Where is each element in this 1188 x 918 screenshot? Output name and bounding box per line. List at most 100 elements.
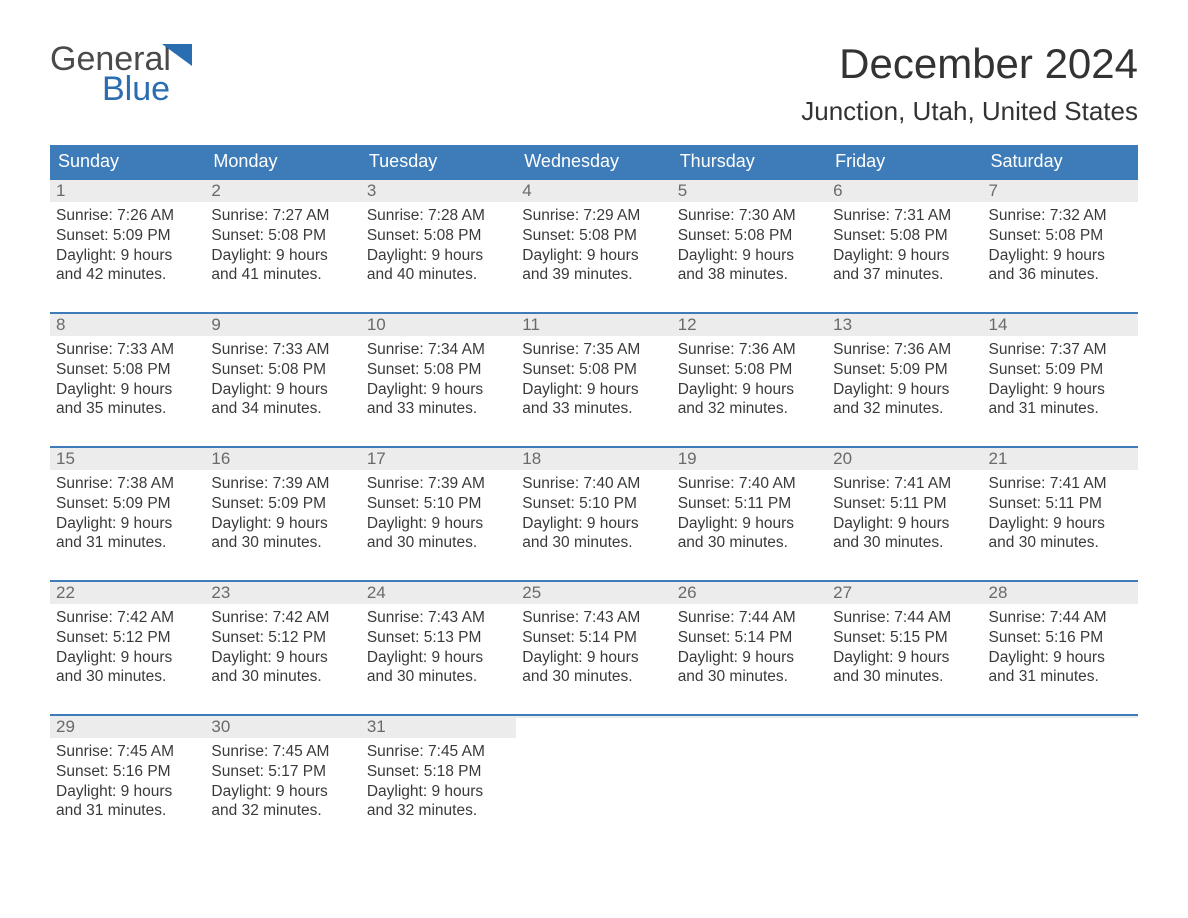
daylight-text-2: and 32 minutes.	[678, 399, 821, 419]
day-number: 20	[833, 449, 852, 468]
dow-cell: Wednesday	[516, 145, 671, 178]
day-details: Sunrise: 7:27 AMSunset: 5:08 PMDaylight:…	[205, 202, 360, 291]
daylight-text-2: and 30 minutes.	[833, 667, 976, 687]
sunset-text: Sunset: 5:08 PM	[367, 360, 510, 380]
day-details: Sunrise: 7:33 AMSunset: 5:08 PMDaylight:…	[205, 336, 360, 425]
day-number-row: 13	[827, 314, 982, 336]
calendar-day: 18Sunrise: 7:40 AMSunset: 5:10 PMDayligh…	[516, 448, 671, 566]
day-details: Sunrise: 7:41 AMSunset: 5:11 PMDaylight:…	[983, 470, 1138, 559]
sunset-text: Sunset: 5:08 PM	[522, 360, 665, 380]
sunrise-text: Sunrise: 7:35 AM	[522, 340, 665, 360]
day-number-row: 5	[672, 180, 827, 202]
day-number: 11	[522, 315, 540, 334]
calendar-week: 15Sunrise: 7:38 AMSunset: 5:09 PMDayligh…	[50, 446, 1138, 566]
sunset-text: Sunset: 5:12 PM	[56, 628, 199, 648]
daylight-text-1: Daylight: 9 hours	[367, 514, 510, 534]
calendar-day: 23Sunrise: 7:42 AMSunset: 5:12 PMDayligh…	[205, 582, 360, 700]
daylight-text-1: Daylight: 9 hours	[522, 246, 665, 266]
day-number-row	[827, 716, 982, 718]
daylight-text-2: and 41 minutes.	[211, 265, 354, 285]
sunset-text: Sunset: 5:16 PM	[989, 628, 1132, 648]
day-number-row: 25	[516, 582, 671, 604]
daylight-text-2: and 30 minutes.	[678, 533, 821, 553]
day-number-row: 15	[50, 448, 205, 470]
day-details: Sunrise: 7:45 AMSunset: 5:17 PMDaylight:…	[205, 738, 360, 827]
day-details: Sunrise: 7:33 AMSunset: 5:08 PMDaylight:…	[50, 336, 205, 425]
calendar-day: 25 Sunrise: 7:43 AMSunset: 5:14 PMDayligh…	[516, 582, 671, 700]
sunrise-text: Sunrise: 7:45 AM	[56, 742, 199, 762]
day-number-row	[672, 716, 827, 718]
sunrise-text: Sunrise: 7:45 AM	[211, 742, 354, 762]
day-details: Sunrise: 7:40 AMSunset: 5:10 PMDaylight:…	[516, 470, 671, 559]
daylight-text-1: Daylight: 9 hours	[56, 648, 199, 668]
calendar-day: 9Sunrise: 7:33 AMSunset: 5:08 PMDaylight…	[205, 314, 360, 432]
daylight-text-1: Daylight: 9 hours	[678, 380, 821, 400]
calendar-day	[827, 716, 982, 834]
sunset-text: Sunset: 5:18 PM	[367, 762, 510, 782]
day-number-row: 4	[516, 180, 671, 202]
sunrise-text: Sunrise: 7:42 AM	[211, 608, 354, 628]
day-number-row: 9	[205, 314, 360, 336]
daylight-text-1: Daylight: 9 hours	[56, 246, 199, 266]
sunrise-text: Sunrise: 7:43 AM	[367, 608, 510, 628]
calendar-day: 22Sunrise: 7:42 AMSunset: 5:12 PMDayligh…	[50, 582, 205, 700]
calendar-day: 7Sunrise: 7:32 AMSunset: 5:08 PMDaylight…	[983, 180, 1138, 298]
brand-flag-icon	[162, 44, 192, 66]
day-number-row: 3	[361, 180, 516, 202]
sunset-text: Sunset: 5:09 PM	[211, 494, 354, 514]
daylight-text-2: and 40 minutes.	[367, 265, 510, 285]
daylight-text-2: and 31 minutes.	[56, 801, 199, 821]
dow-cell: Thursday	[672, 145, 827, 178]
daylight-text-1: Daylight: 9 hours	[833, 246, 976, 266]
sunset-text: Sunset: 5:08 PM	[678, 226, 821, 246]
day-number: 8	[56, 315, 65, 334]
calendar-day: 24Sunrise: 7:43 AMSunset: 5:13 PMDayligh…	[361, 582, 516, 700]
brand-logo: General Blue	[50, 40, 200, 110]
day-number: 23	[211, 583, 230, 602]
daylight-text-2: and 31 minutes.	[56, 533, 199, 553]
daylight-text-1: Daylight: 9 hours	[522, 380, 665, 400]
day-details: Sunrise: 7:29 AMSunset: 5:08 PMDaylight:…	[516, 202, 671, 291]
sunrise-text: Sunrise: 7:34 AM	[367, 340, 510, 360]
day-number-row: 11	[516, 314, 671, 336]
calendar-day	[516, 716, 671, 834]
day-number-row: 21	[983, 448, 1138, 470]
day-number-row: 1	[50, 180, 205, 202]
day-number: 24	[367, 583, 386, 602]
calendar-day: 28Sunrise: 7:44 AMSunset: 5:16 PMDayligh…	[983, 582, 1138, 700]
calendar-week: 29Sunrise: 7:45 AMSunset: 5:16 PMDayligh…	[50, 714, 1138, 834]
daylight-text-2: and 32 minutes.	[367, 801, 510, 821]
calendar-day: 13Sunrise: 7:36 AMSunset: 5:09 PMDayligh…	[827, 314, 982, 432]
day-number: 17	[367, 449, 386, 468]
daylight-text-1: Daylight: 9 hours	[833, 514, 976, 534]
sunset-text: Sunset: 5:11 PM	[833, 494, 976, 514]
day-details: Sunrise: 7:43 AMSunset: 5:14 PMDaylight:…	[516, 604, 671, 693]
sunrise-text: Sunrise: 7:32 AM	[989, 206, 1132, 226]
sunrise-text: Sunrise: 7:30 AM	[678, 206, 821, 226]
day-details: Sunrise: 7:44 AMSunset: 5:16 PMDaylight:…	[983, 604, 1138, 693]
dow-cell: Tuesday	[361, 145, 516, 178]
daylight-text-2: and 30 minutes.	[56, 667, 199, 687]
day-number: 3	[367, 181, 376, 200]
calendar-day: 30Sunrise: 7:45 AMSunset: 5:17 PMDayligh…	[205, 716, 360, 834]
calendar-day: 15Sunrise: 7:38 AMSunset: 5:09 PMDayligh…	[50, 448, 205, 566]
day-number: 13	[833, 315, 852, 334]
day-details: Sunrise: 7:40 AMSunset: 5:11 PMDaylight:…	[672, 470, 827, 559]
day-number: 25	[522, 583, 541, 602]
daylight-text-2: and 37 minutes.	[833, 265, 976, 285]
calendar-day: 29Sunrise: 7:45 AMSunset: 5:16 PMDayligh…	[50, 716, 205, 834]
day-number: 6	[833, 181, 842, 200]
day-number-row: 14	[983, 314, 1138, 336]
title-block: December 2024 Junction, Utah, United Sta…	[801, 40, 1138, 127]
day-details: Sunrise: 7:45 AMSunset: 5:18 PMDaylight:…	[361, 738, 516, 827]
sunrise-text: Sunrise: 7:42 AM	[56, 608, 199, 628]
daylight-text-2: and 36 minutes.	[989, 265, 1132, 285]
day-number-row: 23	[205, 582, 360, 604]
day-number-row: 8	[50, 314, 205, 336]
sunset-text: Sunset: 5:14 PM	[522, 628, 665, 648]
day-number: 16	[211, 449, 230, 468]
calendar-day: 26Sunrise: 7:44 AMSunset: 5:14 PMDayligh…	[672, 582, 827, 700]
daylight-text-1: Daylight: 9 hours	[211, 246, 354, 266]
sunset-text: Sunset: 5:11 PM	[678, 494, 821, 514]
day-details: Sunrise: 7:42 AMSunset: 5:12 PMDaylight:…	[50, 604, 205, 693]
